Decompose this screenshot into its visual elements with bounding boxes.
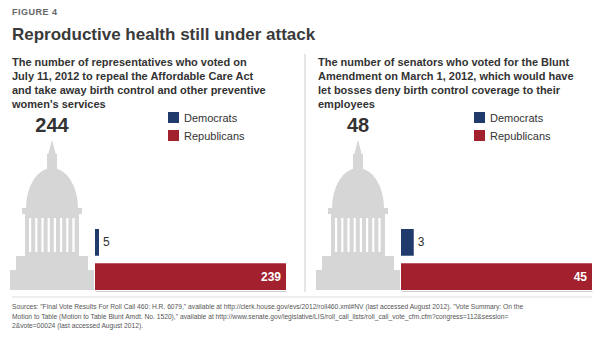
legend-label: Democrats	[490, 112, 544, 124]
capitol-column-gap	[54, 218, 56, 252]
subtitle: The number of senators who voted for the…	[318, 56, 570, 68]
subtitle: women's services	[11, 98, 106, 110]
title: Reproductive health still under attack	[12, 25, 316, 44]
capitol-illustration	[10, 140, 94, 290]
capitol-statue	[48, 140, 56, 155]
capitol-column-gap	[66, 218, 68, 252]
subtitle: employees	[318, 98, 375, 110]
capitol-column-gap	[366, 218, 368, 252]
data-label: 3	[418, 235, 425, 249]
panel: The number of representatives who voted …	[10, 56, 287, 292]
source: 2&vote=00024 (last accessed August 2012)…	[12, 322, 143, 330]
bar	[401, 229, 414, 256]
legend-swatch	[168, 130, 179, 141]
data-label: 5	[103, 235, 110, 249]
legend-label: Republicans	[490, 130, 551, 142]
capitol-column-gap	[41, 218, 43, 252]
capitol-column-gap	[29, 218, 31, 252]
figure: FIGURE 4 Reproductive health still under …	[0, 0, 601, 354]
total-label: 244	[35, 114, 69, 136]
legend: Democrats Republicans	[168, 112, 245, 142]
legend-label: Democrats	[184, 112, 238, 124]
capitol-tier	[322, 256, 394, 270]
capitol-dome	[26, 168, 78, 208]
capitol-column-gap	[360, 218, 362, 252]
total-label: 48	[347, 114, 369, 136]
source-rule	[12, 297, 592, 298]
legend-swatch	[474, 130, 485, 141]
capitol-base	[10, 270, 94, 290]
x-axis-line	[96, 291, 287, 292]
subtitle: and take away birth control and other pr…	[12, 84, 266, 96]
capitol-colonnade	[25, 214, 79, 256]
capitol-column-gap	[354, 218, 356, 252]
capitol-cornice	[328, 208, 388, 214]
background	[0, 0, 601, 354]
subtitle: The number of representatives who voted …	[12, 56, 247, 68]
bars	[95, 229, 286, 290]
legend: Democrats Republicans	[474, 112, 551, 142]
figure-label: FIGURE 4	[12, 7, 58, 17]
capitol-illustration	[316, 140, 400, 290]
capitol-dome	[332, 168, 384, 208]
bar	[95, 229, 99, 256]
bars	[401, 229, 592, 290]
legend-swatch	[168, 112, 179, 123]
legend-swatch	[474, 112, 485, 123]
subtitle: let bosses deny birth control coverage t…	[318, 84, 561, 96]
source: Motion to Table (Motion to Table Blunt A…	[12, 313, 508, 321]
capitol-cornice	[22, 208, 82, 214]
capitol-column-gap	[35, 218, 37, 252]
data-label: 239	[261, 270, 281, 284]
capitol-column-gap	[341, 218, 343, 252]
x-axis	[96, 291, 287, 292]
source: Sources: "Final Vote Results For Roll Ca…	[12, 303, 523, 311]
x-axis	[402, 291, 593, 292]
capitol-lantern	[47, 154, 57, 170]
capitol-base	[316, 270, 400, 290]
capitol-column-gap	[347, 218, 349, 252]
capitol-statue	[354, 140, 362, 155]
subtitle: Amendment on March 1, 2012, which would …	[318, 70, 574, 82]
capitol-lantern	[353, 154, 363, 170]
capitol-column-gap	[335, 218, 337, 252]
data-label: 45	[574, 270, 588, 284]
capitol-column-gap	[60, 218, 62, 252]
subtitle: July 11, 2012 to repeal the Affordable C…	[12, 70, 254, 82]
capitol-column-gap	[48, 218, 50, 252]
capitol-colonnade	[331, 214, 385, 256]
capitol-column-gap	[378, 218, 380, 252]
legend-label: Republicans	[184, 130, 245, 142]
capitol-column-gap	[372, 218, 374, 252]
x-axis-line	[402, 291, 593, 292]
panel: The number of senators who voted for the…	[316, 56, 593, 292]
capitol-tier	[16, 256, 88, 270]
bar	[95, 263, 286, 290]
divider	[305, 54, 306, 292]
bar	[401, 263, 592, 290]
capitol-column-gap	[72, 218, 74, 252]
